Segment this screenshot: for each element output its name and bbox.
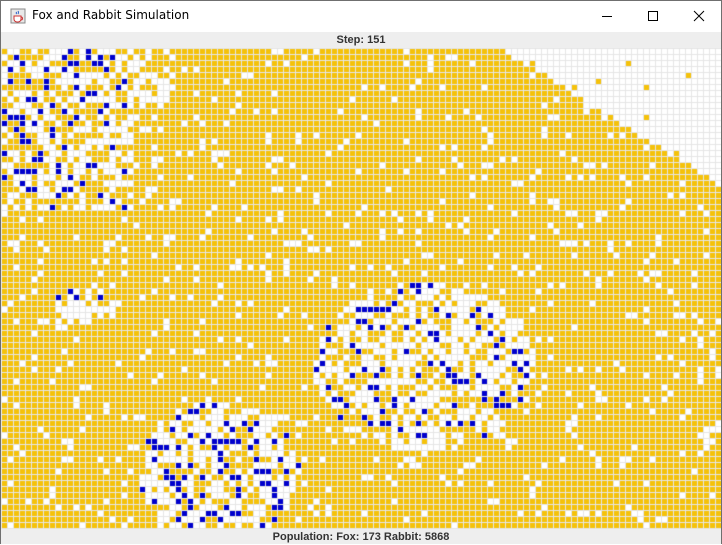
java-cup-icon <box>10 8 26 24</box>
close-icon <box>693 10 705 22</box>
maximize-icon <box>648 11 658 21</box>
window-title: Fox and Rabbit Simulation <box>32 8 190 22</box>
field-grid-canvas <box>1 48 721 529</box>
simulation-field <box>1 48 721 529</box>
maximize-button[interactable] <box>630 1 676 31</box>
minimize-button[interactable] <box>584 1 630 31</box>
close-button[interactable] <box>676 1 722 31</box>
title-bar[interactable]: Fox and Rabbit Simulation <box>1 1 721 31</box>
population-label: Population: Fox: 173 Rabbit: 5868 <box>1 529 721 544</box>
step-label: Step: 151 <box>1 32 721 48</box>
minimize-icon <box>602 16 612 17</box>
